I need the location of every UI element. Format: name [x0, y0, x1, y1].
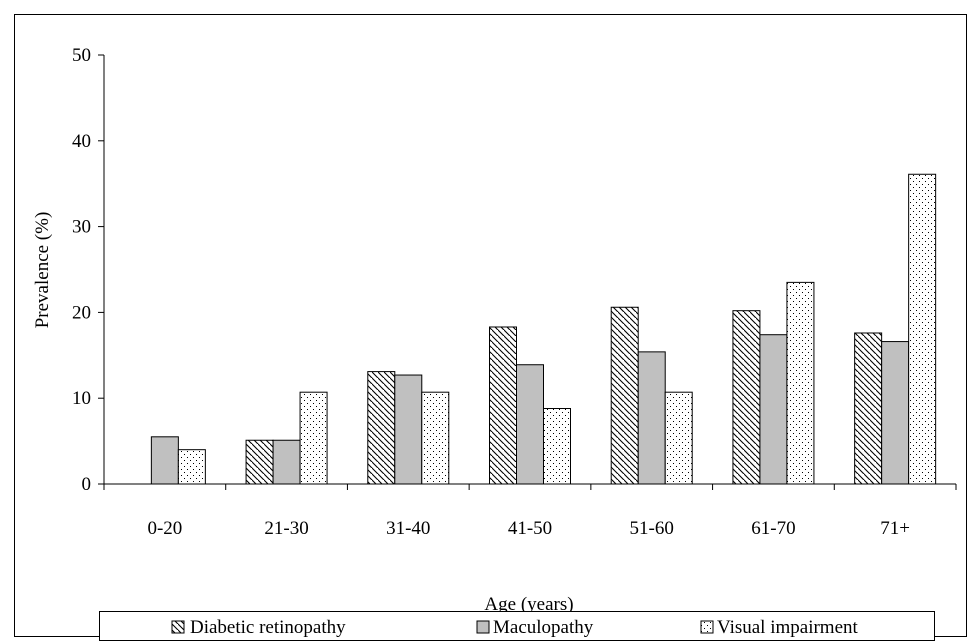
bar-diabetic-retinopathy-31-40 [367, 371, 396, 485]
bar-visual-impairment-21-30 [299, 391, 328, 485]
bar-maculopathy-31-40 [394, 374, 423, 485]
x-tick-label-51-60: 51-60 [630, 518, 674, 539]
bar-diabetic-retinopathy-51-60 [610, 306, 639, 485]
x-tick-label-0-20: 0-20 [147, 518, 182, 539]
bar-maculopathy-41-50 [516, 364, 544, 485]
x-tick-label-61-70: 61-70 [751, 518, 795, 539]
x-tick-label-21-30: 21-30 [264, 518, 308, 539]
y-tick-label-40: 40 [72, 131, 91, 152]
y-tick-label-10: 10 [72, 388, 91, 409]
bar-visual-impairment-51-60 [664, 391, 693, 485]
legend-swatch-maculopathy [476, 620, 490, 634]
bar-visual-impairment-31-40 [421, 391, 450, 485]
legend: Diabetic retinopathy Maculopathy Visual … [99, 611, 935, 641]
bar-diabetic-retinopathy-71+ [854, 332, 883, 485]
y-axis-label: Prevalence (%) [32, 212, 53, 329]
legend-label-visual-impairment: Visual impairment [717, 617, 859, 638]
bar-visual-impairment-71+ [908, 173, 937, 485]
x-tick-label-71+: 71+ [880, 518, 910, 539]
legend-swatch-diabetic-retinopathy [171, 620, 185, 634]
x-tick-label-41-50: 41-50 [508, 518, 552, 539]
bar-diabetic-retinopathy-21-30 [245, 439, 274, 485]
axes-group: 0 10 20 30 40 50 0-20 21-30 31-40 41-50 51-60 61-70… [72, 45, 957, 539]
legend-item-maculopathy: Maculopathy [476, 617, 594, 638]
legend-svg: Diabetic retinopathy Maculopathy Visual … [171, 617, 859, 638]
y-tick-label-30: 30 [72, 217, 91, 238]
legend-swatch-visual-impairment [700, 620, 714, 634]
bar-maculopathy-61-70 [759, 334, 788, 485]
y-tick-label-50: 50 [72, 45, 91, 66]
bar-maculopathy-51-60 [637, 351, 666, 485]
bar-visual-impairment-41-50 [543, 407, 571, 485]
bar-visual-impairment-61-70 [786, 281, 815, 485]
bar-maculopathy-71+ [881, 341, 910, 485]
y-tick-label-20: 20 [72, 302, 91, 323]
bars-group [150, 173, 937, 485]
bar-diabetic-retinopathy-41-50 [489, 326, 517, 485]
x-axis-label: Age (years) [484, 594, 573, 615]
legend-item-diabetic-retinopathy: Diabetic retinopathy [171, 617, 346, 638]
x-tick-label-31-40: 31-40 [386, 518, 430, 539]
bar-maculopathy-21-30 [272, 439, 301, 485]
bar-diabetic-retinopathy-61-70 [732, 310, 761, 485]
legend-item-visual-impairment: Visual impairment [700, 617, 859, 638]
legend-label-diabetic-retinopathy: Diabetic retinopathy [190, 617, 346, 638]
y-tick-label-0: 0 [82, 474, 92, 495]
bar-visual-impairment-0-20 [177, 449, 206, 485]
bar-maculopathy-0-20 [150, 436, 179, 485]
legend-label-maculopathy: Maculopathy [493, 617, 594, 638]
